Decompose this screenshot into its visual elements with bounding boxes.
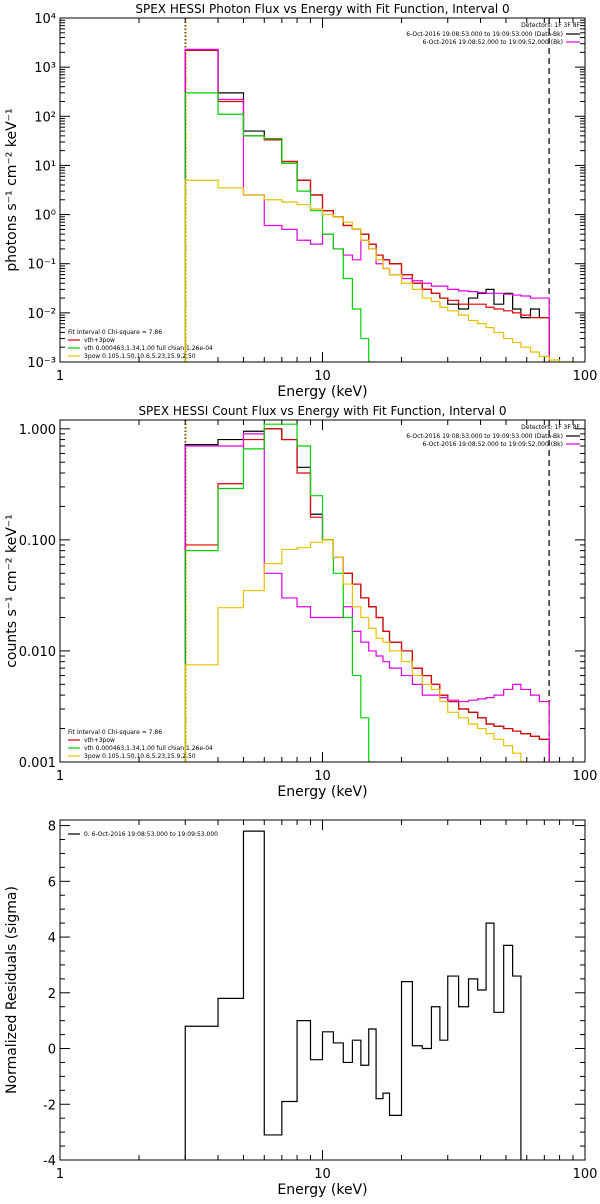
series-line-2 <box>184 428 550 762</box>
legend-entry: 6-Oct-2016 19:08:53.000 to 19:09:53.000 … <box>406 31 563 38</box>
series-group <box>184 423 550 762</box>
x-tick-label: 1 <box>56 369 64 384</box>
y-axis-label: Normalized Residuals (sigma) <box>4 886 20 1094</box>
legend-entry: 6-Oct-2016 19:08:52.000 to 19:09:52.000 … <box>423 441 564 448</box>
plot-frame <box>59 819 586 1161</box>
fit-legend-header: Fit Interval 0 Chi-square = 7.86 <box>68 329 162 336</box>
y-tick-label: 10⁰ <box>34 209 56 224</box>
x-tick-label: 10 <box>314 1167 331 1182</box>
y-tick-label: 10¹ <box>34 159 56 174</box>
series-group <box>184 830 522 1160</box>
x-tick-label: 10 <box>314 369 331 384</box>
y-tick-label: 8 <box>48 820 56 835</box>
legend-entry: vth+3pow <box>84 337 115 344</box>
y-tick-label: 10⁻³ <box>27 356 56 371</box>
x-tick-label: 1 <box>56 1167 64 1182</box>
x-tick-label: 1 <box>56 769 64 784</box>
x-axis-label: Energy (keV) <box>277 784 367 800</box>
plot-frame <box>59 419 586 763</box>
chart-panel-2: SPEX HESSI Count Flux vs Energy with Fit… <box>4 404 597 800</box>
series-line-3 <box>184 433 550 762</box>
legend-entry: 3pow 0.105,1.50,10.6,5.23,15.9,2.50 <box>84 753 196 760</box>
y-axis-label: counts s⁻¹ cm⁻² keV⁻¹ <box>4 514 20 668</box>
y-tick-label: -4 <box>43 1154 56 1169</box>
y-tick-label: 10³ <box>34 61 56 76</box>
x-axis-label: Energy (keV) <box>277 384 367 400</box>
y-tick-label: 0.010 <box>19 645 56 660</box>
series-line-1 <box>184 49 550 362</box>
legend-entry: 0. 6-Oct-2016 19:08:53.000 to 19:09:53.0… <box>84 831 218 838</box>
series-line-1 <box>184 830 522 1160</box>
series-line-1 <box>184 428 550 762</box>
chart-title: SPEX HESSI Photon Flux vs Energy with Fi… <box>135 2 509 16</box>
x-axis-label: Energy (keV) <box>277 1182 367 1198</box>
y-tick-label: 0.001 <box>19 756 56 771</box>
fit-legend-header: Fit Interval 0 Chi-square = 7.86 <box>68 729 162 736</box>
legend-entry: 3pow 0.105,1.50,10.6,5.23,15.9,2.50 <box>84 353 196 360</box>
y-axis-label: photons s⁻¹ cm⁻² keV⁻¹ <box>4 108 20 271</box>
legend-entry: 6-Oct-2016 19:08:52.000 to 19:09:52.000 … <box>423 39 564 46</box>
series-line-3 <box>184 48 550 362</box>
series-line-4 <box>184 92 377 362</box>
series-line-5 <box>184 179 580 362</box>
legend-header: Detectors: 1F 3F 8F <box>521 424 580 431</box>
y-tick-label: 2 <box>48 987 56 1002</box>
legend-entry: vth 0.000463,1.34,1.00 full chian 1.26e-… <box>84 745 213 752</box>
x-tick-label: 100 <box>573 1167 598 1182</box>
y-tick-label: -2 <box>43 1098 56 1113</box>
chart-panel-3: 1 10 100 -4 -2 0 2 4 6 8 Energy (keV) Normalized Re… <box>4 819 598 1198</box>
series-line-4 <box>184 423 377 762</box>
y-tick-label: 4 <box>48 931 56 946</box>
legend-header: Detectors: 1F 3F 8F <box>521 22 580 29</box>
y-tick-label: 1.000 <box>19 423 56 438</box>
y-tick-label: 10⁴ <box>34 12 56 27</box>
chart-panel-1: SPEX HESSI Photon Flux vs Energy with Fi… <box>4 2 597 400</box>
chart-title: SPEX HESSI Count Flux vs Energy with Fit… <box>138 404 506 418</box>
y-tick-label: 0.100 <box>19 534 56 549</box>
legend-entry: vth 0.000463,1.34,1.00 full chian 1.26e-… <box>84 345 213 352</box>
y-tick-label: 0 <box>48 1043 56 1058</box>
plot-frame <box>59 17 586 363</box>
series-line-2 <box>184 49 550 362</box>
y-tick-label: 10⁻¹ <box>27 258 56 273</box>
y-tick-label: 10⁻² <box>27 307 56 322</box>
series-group <box>184 48 580 362</box>
legend-entry: vth+3pow <box>84 737 115 744</box>
x-tick-label: 100 <box>573 769 598 784</box>
legend-entry: 6-Oct-2016 19:08:53.000 to 19:09:53.000 … <box>406 433 563 440</box>
x-tick-label: 100 <box>573 369 598 384</box>
y-tick-label: 6 <box>48 875 56 890</box>
y-tick-label: 10² <box>34 110 56 125</box>
x-tick-label: 10 <box>314 769 331 784</box>
series-line-5 <box>184 539 531 762</box>
